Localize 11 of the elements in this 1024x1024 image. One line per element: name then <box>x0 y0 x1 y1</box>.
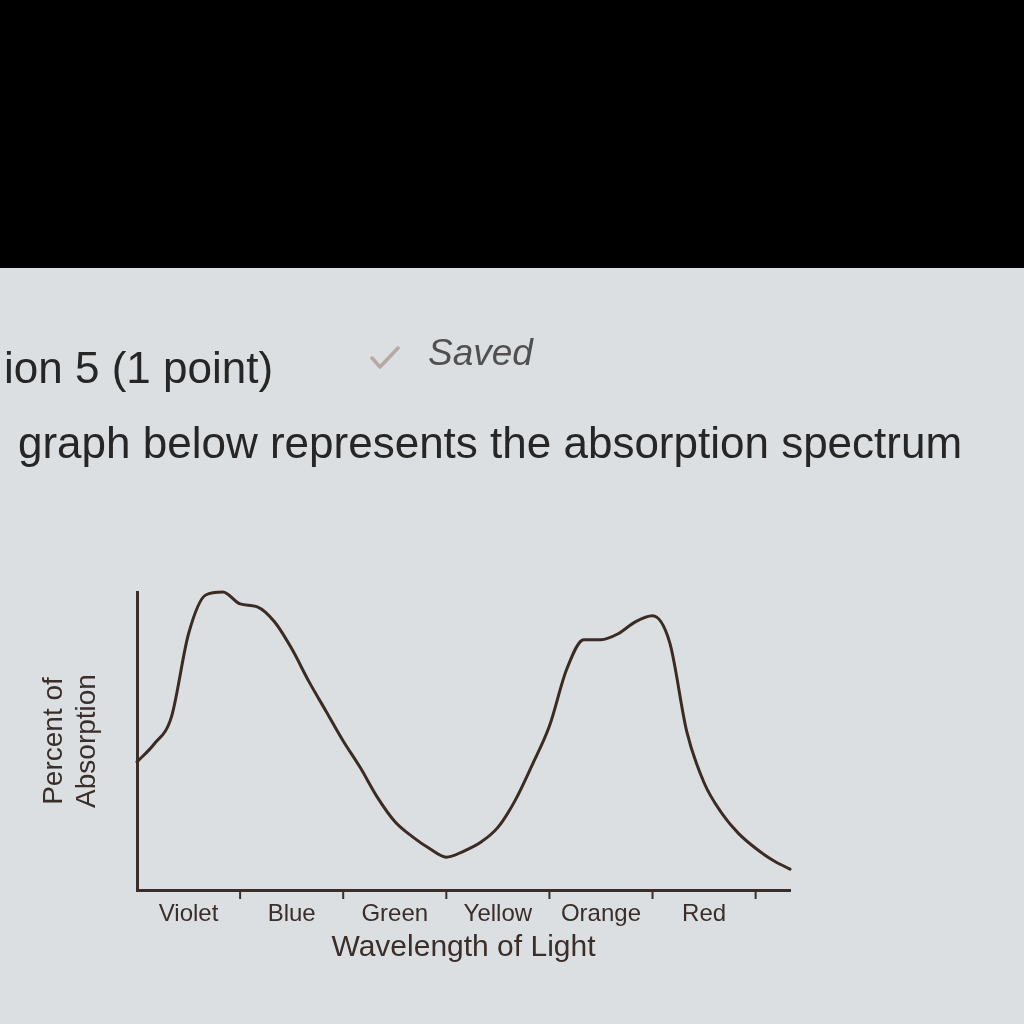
y-axis-title: Percent of Absorption <box>36 674 102 808</box>
x-axis-title: Wavelength of Light <box>331 929 597 963</box>
x-tick-label: Red <box>682 899 727 927</box>
x-tick-label: Orange <box>560 899 641 927</box>
chart-title: ion 5 (1 point) <box>4 343 274 393</box>
x-tick-label: Violet <box>158 899 219 927</box>
chart-subtitle: graph below represents the absorption spectrum <box>18 418 963 468</box>
x-tick-label: Yellow <box>463 899 533 927</box>
x-tick-label: Blue <box>267 899 316 927</box>
text: Saved <box>428 332 533 373</box>
x-tick-label: Green <box>361 899 429 927</box>
